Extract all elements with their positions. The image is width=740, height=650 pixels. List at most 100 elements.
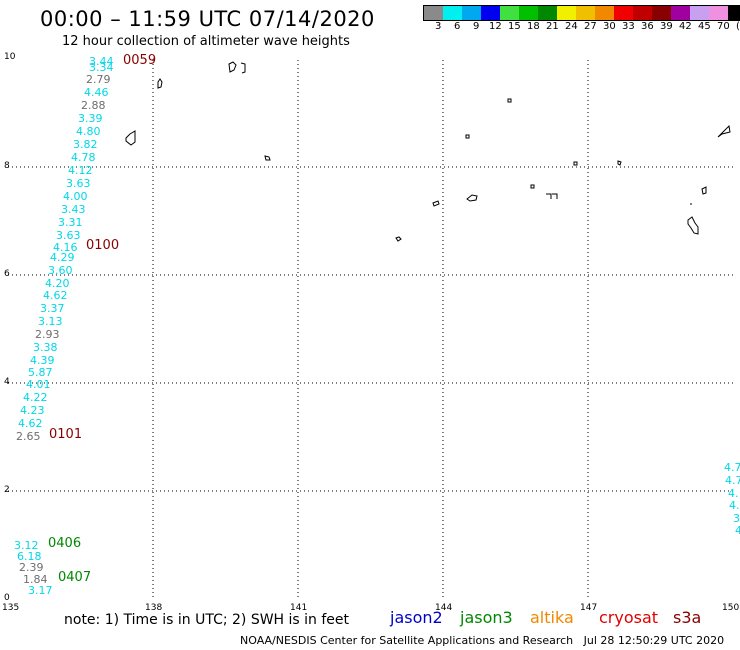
wave-height-label: 1.84 — [23, 573, 48, 586]
colorbar-label: 18 — [527, 21, 540, 32]
wave-height-label: 2.39 — [19, 561, 44, 574]
wave-height-label: 4.78 — [71, 151, 96, 164]
wave-height-label: 4.7 — [724, 461, 740, 474]
colorbar-label: 30 — [603, 21, 616, 32]
island-outline — [530, 184, 535, 189]
satellite-legend-cryosat: cryosat — [599, 608, 659, 627]
wave-height-label: 3.12 — [14, 539, 39, 552]
island-outline — [701, 186, 707, 195]
colorbar-swatch — [595, 6, 614, 20]
colorbar-label: (ft) — [736, 21, 740, 32]
wave-height-label: 4.12 — [68, 164, 93, 177]
y-tick-label: 10 — [4, 52, 16, 62]
wave-height-label: 3.34 — [89, 61, 114, 74]
x-tick-label: 135 — [2, 603, 20, 613]
time-label: 0406 — [48, 536, 82, 551]
wave-height-label: 4.29 — [50, 251, 75, 264]
wave-height-label: 4 — [735, 524, 740, 537]
colorbar-label: 6 — [454, 21, 461, 32]
footer-agency: NOAA/NESDIS Center for Satellite Applica… — [240, 634, 574, 647]
colorbar-label: 9 — [473, 21, 480, 32]
colorbar-label: 27 — [584, 21, 597, 32]
island-outline — [125, 130, 136, 146]
satellite-legend-jason2: jason2 — [390, 608, 443, 627]
satellite-legend-s3a: s3a — [673, 608, 702, 627]
wave-height-label: 4.7 — [725, 474, 740, 487]
island-outline — [465, 134, 470, 139]
wave-height-label: 3.63 — [66, 177, 91, 190]
colorbar — [423, 5, 740, 21]
wave-height-label: 4.16 — [53, 241, 78, 254]
colorbar-swatch — [652, 6, 671, 20]
y-tick-label: 4 — [4, 377, 10, 387]
colorbar-swatch — [709, 6, 728, 20]
island-outline — [466, 194, 478, 202]
wave-height-label: 3.39 — [78, 112, 103, 125]
island-outline — [573, 161, 578, 166]
satellite-legend-altika: altika — [530, 608, 574, 627]
island-outline — [507, 98, 512, 103]
page-title: 00:00 – 11:59 UTC 07/14/2020 — [40, 7, 375, 31]
footer-credit: NOAA/NESDIS Center for Satellite Applica… — [240, 634, 724, 647]
x-tick-label: 150 — [722, 603, 740, 613]
wave-height-label: 2.93 — [35, 328, 60, 341]
time-label: 0059 — [123, 53, 157, 68]
time-label: 0101 — [49, 427, 83, 442]
colorbar-swatch — [557, 6, 576, 20]
wave-height-label: 4.22 — [23, 391, 48, 404]
wave-height-label: 4. — [729, 499, 740, 512]
x-tick-label: 144 — [435, 603, 453, 613]
island-outline — [157, 78, 163, 89]
colorbar-swatch — [443, 6, 462, 20]
footer-timestamp: Jul 28 12:50:29 UTC 2020 — [583, 634, 725, 647]
colorbar-swatch — [614, 6, 633, 20]
x-tick-label: 141 — [290, 603, 308, 613]
colorbar-label: 15 — [508, 21, 521, 32]
wave-height-label: 4.00 — [63, 190, 88, 203]
island-outline — [617, 160, 622, 166]
wave-height-label: 3.17 — [28, 584, 53, 597]
time-label: 0100 — [86, 238, 120, 253]
wave-height-label: 3.63 — [56, 229, 81, 242]
colorbar-label: 33 — [622, 21, 635, 32]
wave-height-label: 2.65 — [16, 430, 41, 443]
page-subtitle: 12 hour collection of altimeter wave hei… — [62, 34, 350, 49]
island-outline — [546, 193, 558, 199]
wave-height-label: 3.31 — [58, 216, 83, 229]
wave-height-label: 6.18 — [17, 550, 42, 563]
colorbar-swatch — [671, 6, 690, 20]
wave-height-label: 4.23 — [20, 404, 45, 417]
wave-height-label: 3.38 — [33, 341, 58, 354]
colorbar-swatch — [633, 6, 652, 20]
colorbar-label: 36 — [641, 21, 654, 32]
time-label: 0407 — [58, 570, 92, 585]
colorbar-swatch — [538, 6, 557, 20]
colorbar-label: 24 — [565, 21, 578, 32]
wave-height-label: 3.60 — [48, 264, 73, 277]
colorbar-swatch — [576, 6, 595, 20]
colorbar-label: 70 — [717, 21, 730, 32]
wave-height-label: 4.80 — [76, 125, 101, 138]
colorbar-swatch — [728, 6, 740, 20]
colorbar-label: 12 — [489, 21, 502, 32]
y-tick-label: 0 — [4, 593, 10, 603]
wave-height-label: 3.13 — [38, 315, 63, 328]
y-tick-label: 2 — [4, 485, 10, 495]
island-outline — [432, 200, 440, 207]
map-frame — [8, 60, 735, 599]
wave-height-label: 2.88 — [81, 99, 106, 112]
wave-height-label: 4. — [728, 487, 739, 500]
island-outline — [687, 216, 699, 235]
colorbar-label: 21 — [546, 21, 559, 32]
island-outline — [717, 124, 731, 138]
wave-height-label: 3.82 — [73, 138, 98, 151]
wave-height-label: 4.39 — [30, 354, 55, 367]
x-tick-label: 147 — [580, 603, 598, 613]
footnote: note: 1) Time is in UTC; 2) SWH is in fe… — [64, 612, 350, 628]
wave-height-label: 4.20 — [45, 277, 70, 290]
wave-height-label: 4.46 — [84, 86, 109, 99]
wave-height-label: 2.79 — [86, 73, 111, 86]
wave-height-label: 4.62 — [43, 289, 68, 302]
colorbar-label: 45 — [698, 21, 711, 32]
colorbar-label: 42 — [679, 21, 692, 32]
